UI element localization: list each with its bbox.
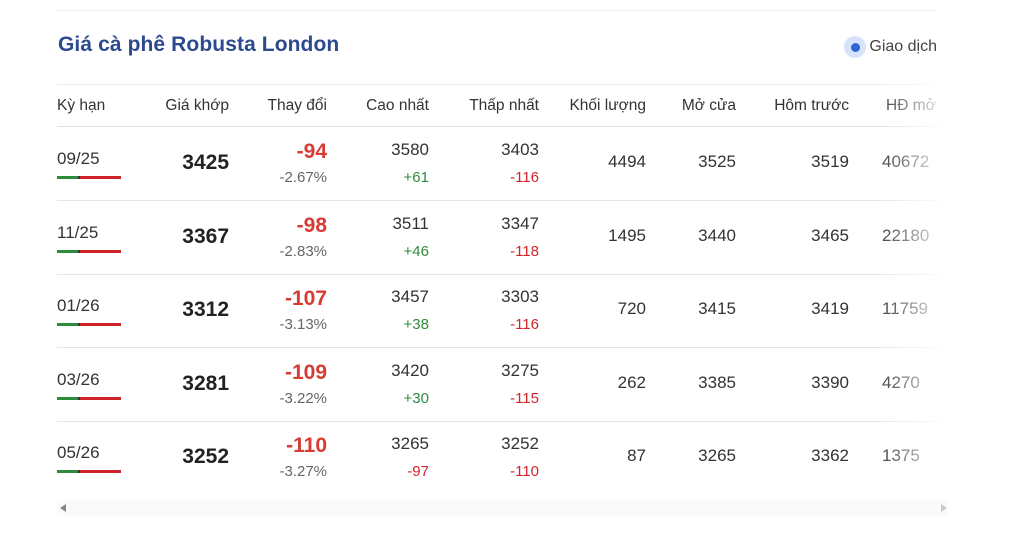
change-pct-cell: -2.67% (279, 169, 327, 186)
volume-cell: 720 (617, 299, 646, 318)
col-prev[interactable]: Hôm trước (774, 97, 849, 114)
open-interest-cell: 22180 (882, 226, 930, 245)
high-delta-cell: +38 (403, 316, 429, 333)
range-bar (57, 470, 121, 473)
high-delta-cell: -97 (407, 463, 429, 480)
scroll-left-arrow-icon[interactable] (60, 504, 66, 512)
robusta-price-card: Giá cà phê Robusta London Giao dịch Kỳ h… (57, 10, 947, 530)
low-delta-cell: -115 (510, 390, 539, 407)
prev-cell: 3390 (811, 373, 849, 392)
table-row[interactable]: 09/25 3425 -94 -2.67% 3580 +61 3403 -116… (57, 127, 945, 201)
live-dot-icon (844, 36, 867, 58)
term-cell: 05/26 (57, 443, 100, 462)
price-cell: 3367 (182, 225, 229, 248)
low-cell: 3403 (501, 140, 539, 159)
high-delta-cell: +30 (403, 390, 429, 407)
term-cell: 09/25 (57, 149, 100, 168)
change-pct-cell: -3.13% (279, 316, 327, 333)
horizontal-scrollbar[interactable] (57, 500, 947, 516)
col-change[interactable]: Thay đổi (267, 97, 327, 114)
futures-table[interactable]: Kỳ hạn Giá khớp Thay đổi Cao nhất Thấp n… (57, 84, 945, 494)
low-cell: 3347 (501, 214, 539, 233)
open-interest-cell: 4270 (882, 373, 920, 392)
low-delta-cell: -118 (510, 243, 539, 260)
prev-cell: 3419 (811, 299, 849, 318)
volume-cell: 87 (627, 446, 646, 465)
high-delta-cell: +61 (403, 169, 429, 186)
page-title: Giá cà phê Robusta London (58, 33, 340, 56)
prev-cell: 3519 (811, 152, 849, 171)
low-delta-cell: -116 (510, 316, 539, 333)
change-cell: -110 (286, 434, 327, 457)
table-row[interactable]: 11/25 3367 -98 -2.83% 3511 +46 3347 -118… (57, 201, 945, 275)
trading-status-label: Giao dịch (869, 38, 937, 55)
low-delta-cell: -116 (510, 169, 539, 186)
high-cell: 3511 (392, 214, 429, 233)
col-price[interactable]: Giá khớp (165, 97, 229, 114)
high-delta-cell: +46 (403, 243, 429, 260)
range-bar (57, 176, 121, 179)
open-interest-cell: 11759 (882, 299, 929, 318)
low-cell: 3303 (501, 287, 539, 306)
table-header: Kỳ hạn Giá khớp Thay đổi Cao nhất Thấp n… (57, 84, 945, 127)
price-cell: 3425 (182, 151, 229, 174)
change-pct-cell: -3.22% (279, 390, 327, 407)
table-row[interactable]: 03/26 3281 -109 -3.22% 3420 +30 3275 -11… (57, 348, 945, 422)
term-cell: 01/26 (57, 296, 100, 315)
volume-cell: 1495 (608, 226, 646, 245)
col-open-interest[interactable]: HĐ mở (886, 97, 936, 114)
col-high[interactable]: Cao nhất (366, 97, 429, 114)
high-cell: 3457 (391, 287, 429, 306)
prev-cell: 3362 (811, 446, 849, 465)
open-interest-cell: 40672 (882, 152, 930, 171)
col-low[interactable]: Thấp nhất (469, 97, 539, 114)
col-volume[interactable]: Khối lượng (569, 97, 646, 114)
open-cell: 3440 (698, 226, 736, 245)
col-open[interactable]: Mở cửa (681, 97, 736, 114)
high-cell: 3580 (391, 140, 429, 159)
volume-cell: 262 (617, 373, 646, 392)
change-pct-cell: -3.27% (279, 463, 327, 480)
trading-status: Giao dịch (844, 36, 937, 58)
open-cell: 3525 (698, 152, 736, 171)
term-cell: 11/25 (57, 223, 99, 242)
low-delta-cell: -110 (510, 463, 539, 480)
low-cell: 3252 (501, 434, 539, 453)
high-cell: 3265 (391, 434, 429, 453)
change-cell: -98 (296, 214, 327, 237)
term-cell: 03/26 (57, 370, 100, 389)
price-cell: 3252 (182, 445, 229, 468)
open-cell: 3265 (698, 446, 736, 465)
change-cell: -109 (284, 361, 327, 384)
open-cell: 3385 (698, 373, 736, 392)
range-bar (57, 397, 121, 400)
range-bar (57, 323, 121, 326)
price-cell: 3281 (182, 372, 229, 395)
low-cell: 3275 (501, 361, 539, 380)
change-pct-cell: -2.83% (279, 243, 327, 260)
open-cell: 3415 (698, 299, 736, 318)
change-cell: -94 (296, 140, 327, 163)
price-cell: 3312 (182, 298, 229, 321)
table-row[interactable]: 01/26 3312 -107 -3.13% 3457 +38 3303 -11… (57, 274, 945, 348)
open-interest-cell: 1375 (882, 446, 920, 465)
scroll-right-arrow-icon[interactable] (941, 504, 947, 512)
table-row[interactable]: 05/26 3252 -110 -3.27% 3265 -97 3252 -11… (57, 421, 945, 494)
range-bar (57, 250, 121, 253)
volume-cell: 4494 (608, 152, 646, 171)
prev-cell: 3465 (811, 226, 849, 245)
high-cell: 3420 (391, 361, 429, 380)
col-term[interactable]: Kỳ hạn (57, 97, 106, 114)
change-cell: -107 (284, 287, 327, 310)
